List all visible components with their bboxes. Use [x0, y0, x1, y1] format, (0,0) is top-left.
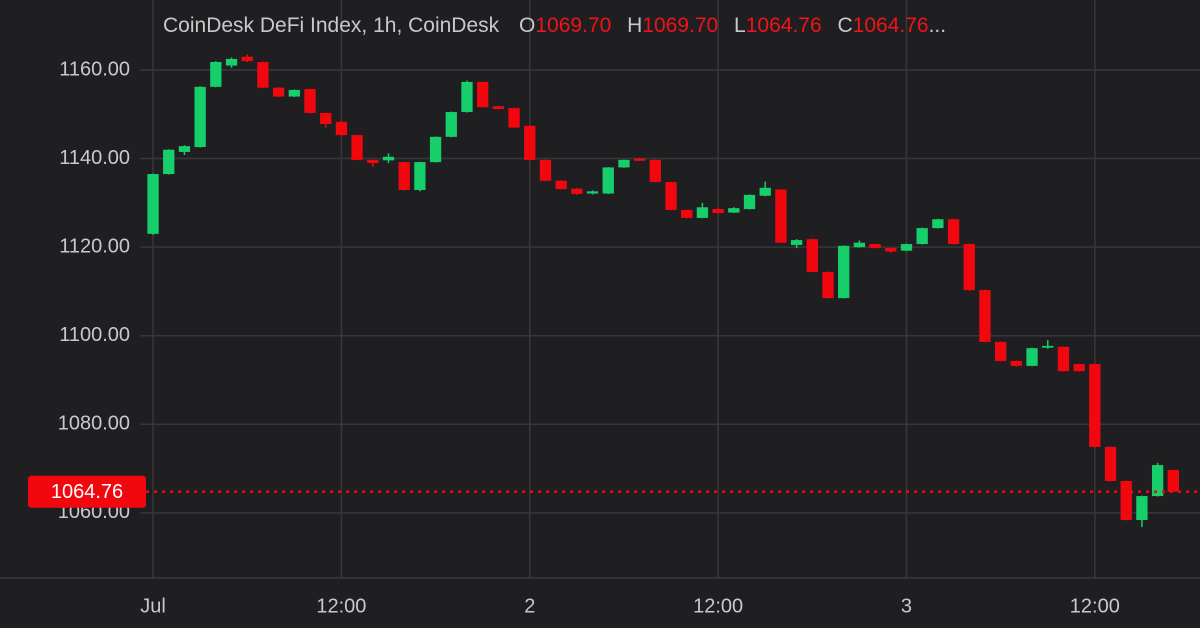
candle-body [461, 81, 473, 113]
axes: 1060.001080.001100.001120.001140.001160.… [0, 58, 1200, 617]
candle-body [696, 207, 709, 218]
candle-body [602, 167, 614, 194]
candle-body [1057, 346, 1070, 372]
candle-body [649, 159, 661, 183]
candle-body [194, 86, 206, 148]
candle-body [932, 219, 944, 229]
y-tick-label: 1100.00 [59, 324, 130, 346]
last-price-label: 1064.76 [51, 481, 123, 503]
ohlc-value: 1069.70 [535, 14, 611, 37]
candle-body [743, 194, 756, 210]
candles [147, 54, 1179, 528]
candle-body [539, 159, 552, 181]
candle-body [320, 112, 332, 125]
candle-body [806, 239, 818, 272]
x-tick-label: 3 [901, 595, 912, 617]
candle-body [759, 187, 771, 196]
ohlc-value: 1069.70 [642, 14, 718, 37]
candle-body [1120, 481, 1132, 520]
ohlc-label: O [519, 14, 535, 37]
candle-body [398, 162, 410, 191]
candle-body [633, 158, 646, 161]
candle-body [885, 248, 897, 252]
candle-body [367, 159, 379, 163]
candle-body [382, 156, 395, 161]
grid [140, 0, 1200, 578]
candle-body [524, 125, 536, 160]
candle-body [822, 271, 834, 299]
ohlc-value: 1064.76 [853, 14, 929, 37]
candle-body [429, 136, 442, 163]
ohlc-label: H [627, 14, 642, 37]
ellipsis: ... [929, 14, 947, 37]
candle-body [304, 89, 316, 113]
candle-body [351, 135, 363, 160]
candle-body [210, 62, 222, 87]
candle-body [163, 149, 175, 175]
chart-title: CoinDesk DeFi Index, 1h, CoinDesk [163, 14, 500, 37]
candle-body [1104, 446, 1117, 482]
candle-body [1167, 469, 1179, 492]
candle-body [571, 188, 583, 194]
candle-body [555, 180, 567, 190]
candle-body [712, 209, 724, 214]
candle-body [335, 121, 348, 136]
candle-body [288, 89, 300, 97]
candle-body [995, 341, 1007, 361]
last-price-tag [28, 475, 146, 508]
candle-body [665, 182, 677, 210]
candle-body [1010, 360, 1023, 366]
candle-body [1073, 364, 1085, 372]
candle-body [900, 244, 913, 251]
candle-body [775, 189, 787, 243]
ohlc-value: 1064.76 [746, 14, 822, 37]
candle-body [508, 108, 520, 128]
candle-body [445, 112, 457, 137]
candle-body [1151, 465, 1164, 497]
x-tick-label: Jul [140, 595, 166, 617]
y-tick-label: 1080.00 [58, 413, 130, 435]
candle-body [1026, 348, 1038, 366]
candle-body [586, 191, 599, 194]
candle-body [178, 146, 191, 152]
ohlc-label: L [734, 14, 746, 37]
candle-body [790, 240, 803, 245]
candle-body [492, 106, 505, 109]
candle-body [728, 208, 740, 213]
candle-body [947, 219, 960, 245]
candle-body [241, 56, 253, 62]
x-tick-label: 12:00 [1070, 595, 1120, 617]
candle-body [1136, 496, 1148, 520]
candle-body [853, 242, 866, 248]
chart-header: CoinDesk DeFi Index, 1h, CoinDesk O1069.… [163, 14, 946, 37]
candle-body [225, 58, 238, 66]
candle-body [681, 209, 693, 218]
candle-body [147, 174, 159, 234]
candle-body [272, 87, 285, 97]
y-tick-label: 1160.00 [59, 58, 130, 80]
candle-body [838, 245, 850, 299]
candle-body [869, 244, 881, 249]
ohlc-label: C [838, 14, 853, 37]
candle-body [618, 159, 630, 168]
y-tick-label: 1140.00 [59, 147, 130, 169]
x-tick-label: 12:00 [316, 595, 366, 617]
candle-body [963, 244, 975, 291]
x-tick-label: 12:00 [693, 595, 743, 617]
candle-body [979, 290, 991, 342]
candle-body [414, 162, 426, 191]
candle-body [477, 81, 489, 108]
x-tick-label: 2 [524, 595, 535, 617]
candle-body [1089, 364, 1101, 447]
y-tick-label: 1120.00 [59, 235, 130, 257]
candle-body [257, 62, 269, 88]
candle-body [916, 228, 928, 245]
candle-body [1042, 345, 1054, 348]
